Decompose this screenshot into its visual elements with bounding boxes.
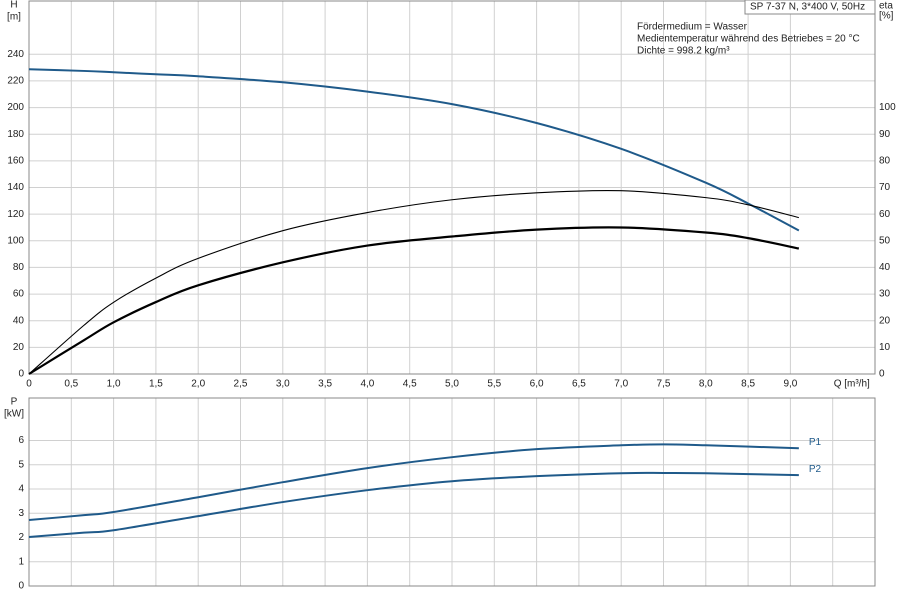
- x-tick-label: 8,5: [741, 379, 755, 390]
- x-tick-label: 3,0: [276, 379, 290, 390]
- y-axis-unit: [m]: [7, 12, 21, 23]
- y-axis-unit: [kW]: [4, 409, 24, 420]
- y-tick-label: 240: [7, 49, 24, 60]
- y2-tick-label: 80: [879, 155, 891, 166]
- y2-tick-label: 70: [879, 182, 891, 193]
- x-tick-label: 5,5: [487, 379, 501, 390]
- x-tick-label: 5,0: [445, 379, 459, 390]
- y2-tick-label: 40: [879, 262, 891, 273]
- y-tick-label: 6: [18, 435, 24, 446]
- x-tick-label: 2,5: [234, 379, 248, 390]
- plot-frame: [28, 0, 876, 375]
- x-tick-label: 1,5: [149, 379, 163, 390]
- x-tick-label: 4,0: [360, 379, 374, 390]
- chart-title: SP 7-37 N, 3*400 V, 50Hz: [750, 2, 865, 13]
- x-tick-label: 3,5: [318, 379, 332, 390]
- y2-axis-unit: [%]: [879, 11, 894, 22]
- x-tick-label: 0,5: [64, 379, 78, 390]
- y-tick-label: 220: [7, 76, 24, 87]
- x-tick-label: 8,0: [699, 379, 713, 390]
- curve: [28, 189, 799, 375]
- x-tick-label: 4,5: [403, 379, 417, 390]
- series-label: P1: [809, 437, 822, 448]
- x-tick-label: 6,5: [572, 379, 586, 390]
- y2-axis-label: eta: [879, 1, 893, 12]
- curve: [28, 471, 799, 538]
- y-axis-label: P: [11, 397, 18, 408]
- y-tick-label: 40: [13, 315, 25, 326]
- curve: [28, 68, 800, 232]
- y2-tick-label: 100: [879, 102, 896, 113]
- x-tick-label: 7,0: [614, 379, 628, 390]
- x-tick-label: 2,0: [191, 379, 205, 390]
- plot-frame: [28, 397, 876, 587]
- y-tick-label: 100: [7, 235, 24, 246]
- y-tick-label: 60: [13, 289, 25, 300]
- x-tick-label: 7,5: [657, 379, 671, 390]
- y2-tick-label: 30: [879, 289, 891, 300]
- y-tick-label: 0: [18, 369, 24, 380]
- x-tick-label: 6,0: [530, 379, 544, 390]
- y2-tick-label: 0: [879, 369, 885, 380]
- y-tick-label: 4: [18, 484, 24, 495]
- y-tick-label: 180: [7, 129, 24, 140]
- x-tick-label: 9,0: [783, 379, 797, 390]
- annotation: Fördermedium = Wasser: [637, 22, 748, 33]
- y-tick-label: 80: [13, 262, 25, 273]
- y2-tick-label: 90: [879, 129, 891, 140]
- y-tick-label: 3: [18, 508, 24, 519]
- x-tick-label: 1,0: [107, 379, 121, 390]
- y2-tick-label: 10: [879, 342, 891, 353]
- y-tick-label: 5: [18, 459, 24, 470]
- y-tick-label: 160: [7, 155, 24, 166]
- y-axis-label: H: [10, 0, 17, 11]
- annotation: Medientemperatur während des Betriebes =…: [637, 34, 860, 45]
- annotation: Dichte = 998.2 kg/m³: [637, 46, 730, 57]
- curve: [28, 226, 800, 375]
- x-tick-label: 0: [26, 379, 32, 390]
- y-tick-label: 140: [7, 182, 24, 193]
- legend-box: [744, 0, 876, 15]
- x-axis-label: Q [m³/h]: [834, 379, 870, 390]
- y-tick-label: 1: [18, 556, 24, 567]
- y2-tick-label: 60: [879, 209, 891, 220]
- y2-tick-label: 20: [879, 315, 891, 326]
- y-tick-label: 200: [7, 102, 24, 113]
- y2-tick-label: 50: [879, 235, 891, 246]
- series-label: P2: [809, 464, 822, 475]
- y-tick-label: 120: [7, 209, 24, 220]
- y-tick-label: 2: [18, 532, 24, 543]
- curve: [28, 443, 799, 522]
- y-tick-label: 20: [13, 342, 25, 353]
- y-tick-label: 0: [18, 581, 24, 592]
